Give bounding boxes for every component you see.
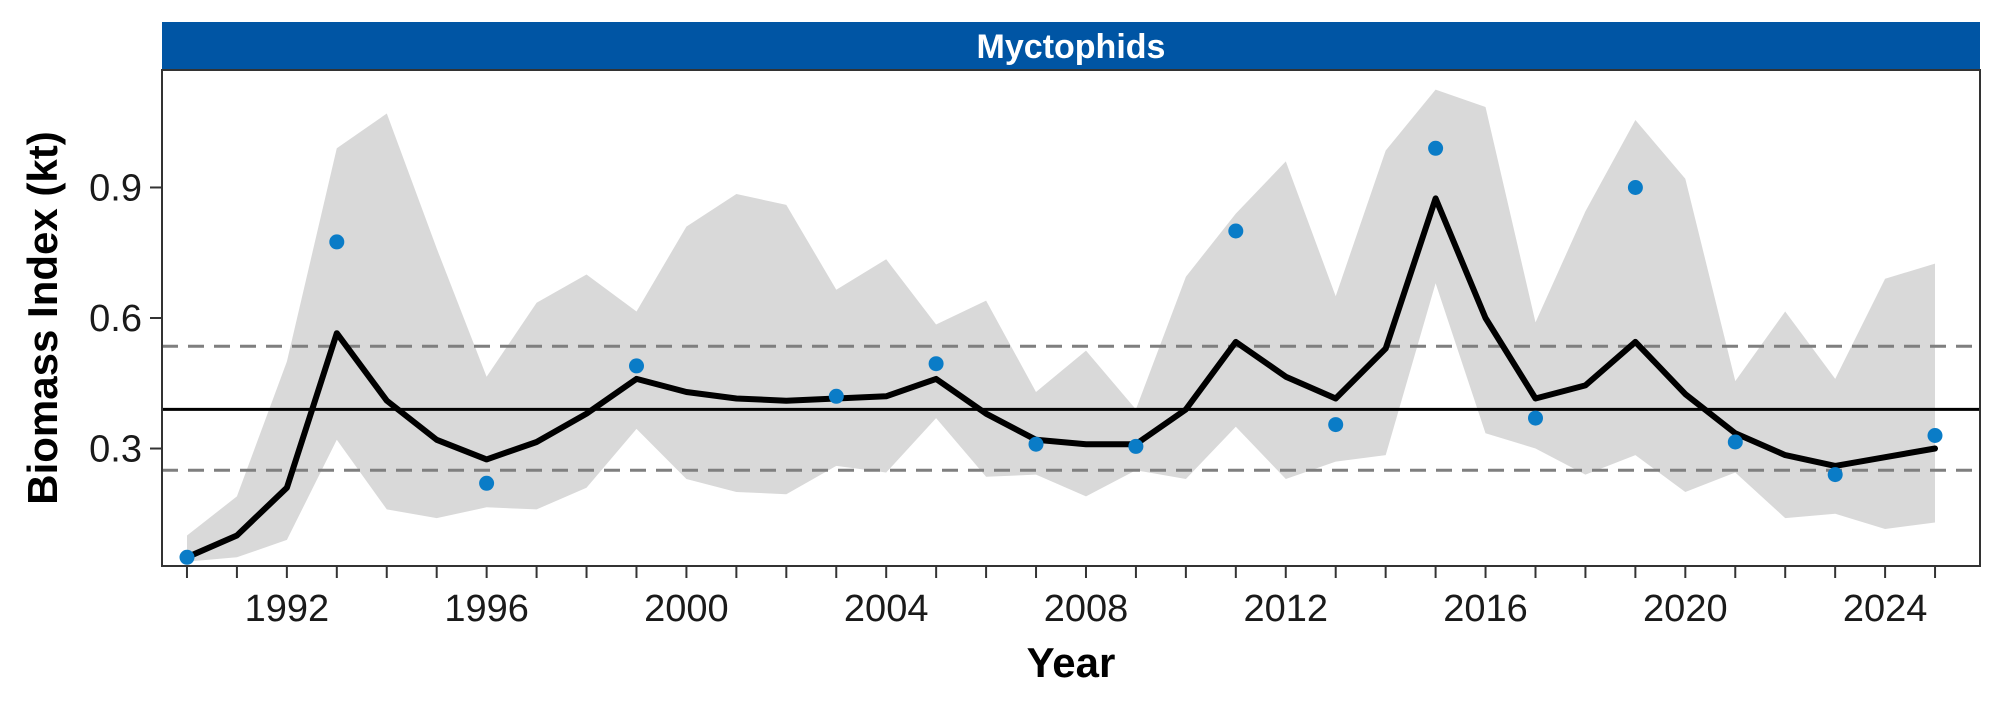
observed-point-2015 (1428, 140, 1444, 156)
x-axis-title: Year (1027, 639, 1116, 686)
confidence-ribbon (187, 89, 1935, 562)
y-tick-label-0.6: 0.6 (89, 298, 142, 340)
observed-point-1996 (479, 475, 495, 491)
x-tick-label-2004: 2004 (844, 588, 929, 630)
observed-point-1990 (179, 549, 195, 565)
x-tick-label-2020: 2020 (1643, 588, 1728, 630)
y-tick-label-0.9: 0.9 (89, 167, 142, 209)
x-tick-label-2012: 2012 (1243, 588, 1328, 630)
x-tick-label-2016: 2016 (1443, 588, 1528, 630)
y-axis-title: Biomass Index (kt) (19, 131, 66, 504)
x-axis: 1992 1996 2000 2004 2008 2012 2016 2020 2024 (185, 566, 1937, 630)
x-tick-label-1996: 1996 (444, 588, 529, 630)
observed-point-2023 (1827, 467, 1843, 483)
panel-strip (162, 22, 1980, 70)
observed-point-1993 (329, 234, 345, 250)
observed-point-2003 (828, 388, 844, 404)
x-tick-label-2000: 2000 (644, 588, 729, 630)
observed-point-2019 (1627, 180, 1643, 195)
observed-point-1999 (629, 358, 644, 374)
observed-point-2009 (1128, 438, 1144, 454)
observed-point-2025 (1927, 428, 1943, 443)
panel-title: Myctophids (977, 28, 1166, 66)
observed-point-2013 (1328, 417, 1344, 433)
y-axis: 0.3 0.6 0.9 (89, 167, 162, 471)
x-tick-label-1992: 1992 (245, 588, 330, 630)
y-tick-label-0.3: 0.3 (89, 429, 142, 471)
plot-area (162, 89, 1980, 565)
observed-point-2017 (1528, 410, 1543, 426)
observed-point-2021 (1727, 434, 1743, 450)
fitted-series-line (184, 195, 1938, 561)
x-tick-label-2024: 2024 (1843, 588, 1928, 630)
x-tick-label-2008: 2008 (1044, 588, 1129, 630)
observed-point-2005 (928, 356, 944, 372)
observed-point-2011 (1228, 223, 1244, 239)
observed-point-2007 (1028, 436, 1044, 452)
